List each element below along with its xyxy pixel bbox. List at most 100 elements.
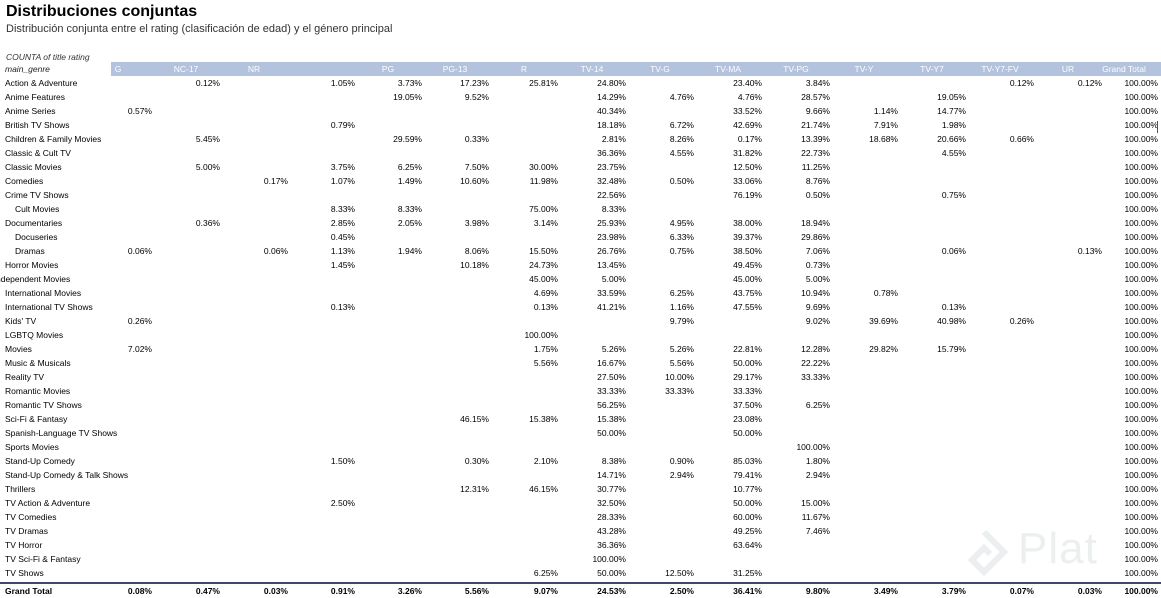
table-cell[interactable] [1038, 412, 1102, 426]
table-cell[interactable] [224, 286, 288, 300]
table-cell[interactable]: 29.86% [801, 232, 830, 242]
table-cell[interactable] [88, 174, 152, 188]
table-cell[interactable] [358, 468, 422, 482]
table-cell[interactable] [88, 482, 152, 496]
table-cell[interactable] [156, 328, 220, 342]
table-cell[interactable] [494, 146, 558, 160]
table-cell[interactable] [291, 538, 355, 552]
table-cell[interactable]: 10.77% [733, 484, 762, 494]
table-cell[interactable] [425, 370, 489, 384]
table-cell[interactable]: 38.00% [733, 218, 762, 228]
table-cell[interactable] [1038, 286, 1102, 300]
table-cell[interactable]: 50.00% [597, 568, 626, 578]
table-cell[interactable]: 8.33% [397, 204, 422, 214]
table-cell[interactable] [156, 90, 220, 104]
table-cell[interactable]: 100.00% [1124, 568, 1158, 578]
table-cell[interactable] [425, 328, 489, 342]
table-cell[interactable] [156, 258, 220, 272]
row-label[interactable]: Romantic Movies [5, 386, 71, 396]
table-cell[interactable]: 10.60% [460, 176, 489, 186]
table-cell[interactable] [88, 230, 152, 244]
table-cell[interactable] [902, 384, 966, 398]
table-cell[interactable]: 0.33% [464, 134, 489, 144]
grand-total-cell[interactable]: 0.47% [195, 586, 220, 596]
table-cell[interactable]: 43.75% [733, 288, 762, 298]
table-cell[interactable]: 0.12% [1009, 78, 1034, 88]
table-cell[interactable] [88, 76, 152, 90]
table-cell[interactable] [902, 328, 966, 342]
row-label[interactable]: Classic & Cult TV [5, 148, 71, 158]
table-cell[interactable]: 18.18% [597, 120, 626, 130]
table-cell[interactable] [224, 258, 288, 272]
table-cell[interactable]: 30.00% [529, 162, 558, 172]
table-cell[interactable] [425, 510, 489, 524]
table-cell[interactable]: 13.45% [597, 260, 626, 270]
table-cell[interactable]: 7.46% [805, 526, 830, 536]
table-cell[interactable] [291, 398, 355, 412]
table-cell[interactable] [88, 188, 152, 202]
table-cell[interactable]: 0.75% [941, 190, 966, 200]
table-cell[interactable]: 19.05% [937, 92, 966, 102]
table-cell[interactable] [358, 440, 422, 454]
table-cell[interactable]: 33.33% [597, 386, 626, 396]
table-cell[interactable]: 0.13% [330, 302, 355, 312]
table-cell[interactable] [291, 286, 355, 300]
table-cell[interactable] [358, 146, 422, 160]
table-cell[interactable] [1038, 104, 1102, 118]
table-cell[interactable]: 12.50% [733, 162, 762, 172]
table-cell[interactable] [291, 524, 355, 538]
table-cell[interactable]: 10.94% [801, 288, 830, 298]
table-cell[interactable] [902, 468, 966, 482]
table-cell[interactable] [1038, 188, 1102, 202]
table-cell[interactable] [902, 160, 966, 174]
table-cell[interactable] [1038, 370, 1102, 384]
table-cell[interactable] [224, 160, 288, 174]
row-label[interactable]: LGBTQ Movies [5, 330, 64, 340]
table-cell[interactable]: 0.06% [263, 246, 288, 256]
table-cell[interactable]: 23.08% [733, 414, 762, 424]
table-cell[interactable]: 15.50% [529, 246, 558, 256]
table-cell[interactable] [494, 524, 558, 538]
table-cell[interactable]: 1.16% [669, 302, 694, 312]
table-cell[interactable] [834, 496, 898, 510]
table-cell[interactable]: 22.56% [597, 190, 626, 200]
table-cell[interactable] [902, 426, 966, 440]
table-cell[interactable]: 1.98% [941, 120, 966, 130]
table-cell[interactable] [358, 188, 422, 202]
table-cell[interactable] [1038, 300, 1102, 314]
table-cell[interactable]: 12.28% [801, 344, 830, 354]
table-cell[interactable]: 1.80% [805, 456, 830, 466]
table-cell[interactable]: 100.00% [1124, 78, 1158, 88]
table-cell[interactable] [630, 160, 694, 174]
table-cell[interactable]: 0.06% [941, 246, 966, 256]
table-cell[interactable] [358, 398, 422, 412]
row-label[interactable]: Documentaries [5, 218, 63, 228]
table-cell[interactable] [902, 174, 966, 188]
table-cell[interactable]: 5.00% [601, 274, 626, 284]
table-cell[interactable] [156, 384, 220, 398]
table-cell[interactable] [834, 244, 898, 258]
table-cell[interactable] [291, 552, 355, 566]
table-cell[interactable] [970, 258, 1034, 272]
table-cell[interactable] [224, 90, 288, 104]
table-cell[interactable]: 1.50% [330, 456, 355, 466]
table-cell[interactable]: 1.45% [330, 260, 355, 270]
table-cell[interactable] [970, 412, 1034, 426]
table-cell[interactable] [834, 188, 898, 202]
table-cell[interactable] [970, 202, 1034, 216]
table-cell[interactable] [358, 118, 422, 132]
table-cell[interactable] [698, 202, 762, 216]
table-cell[interactable] [156, 370, 220, 384]
table-cell[interactable]: 100.00% [524, 330, 558, 340]
table-cell[interactable]: 31.25% [733, 568, 762, 578]
table-cell[interactable] [970, 230, 1034, 244]
table-cell[interactable] [834, 216, 898, 230]
table-cell[interactable] [970, 104, 1034, 118]
table-cell[interactable] [834, 146, 898, 160]
table-cell[interactable] [291, 468, 355, 482]
table-cell[interactable]: 8.38% [601, 456, 626, 466]
table-cell[interactable] [291, 510, 355, 524]
table-cell[interactable] [562, 328, 626, 342]
table-cell[interactable] [766, 538, 830, 552]
table-cell[interactable] [156, 230, 220, 244]
